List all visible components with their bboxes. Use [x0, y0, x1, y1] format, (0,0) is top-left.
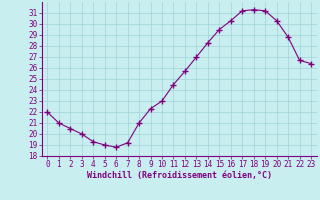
- X-axis label: Windchill (Refroidissement éolien,°C): Windchill (Refroidissement éolien,°C): [87, 171, 272, 180]
